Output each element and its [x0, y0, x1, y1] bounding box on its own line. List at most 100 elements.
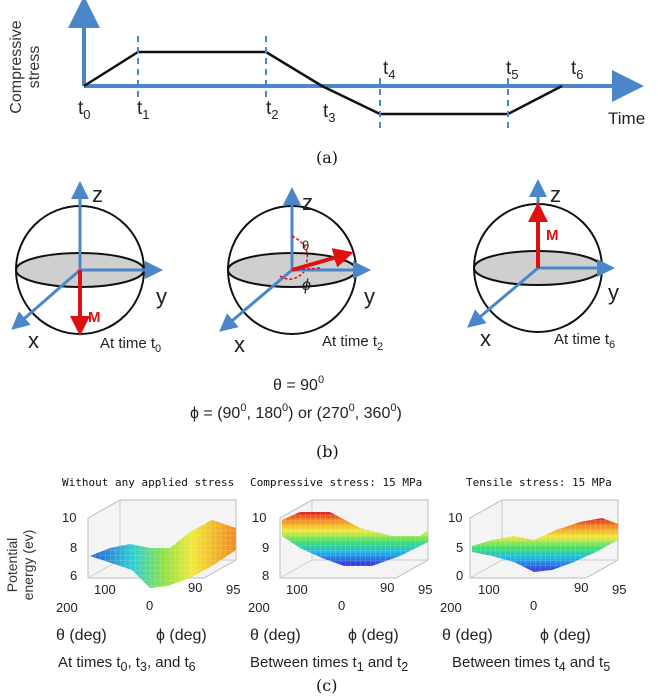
caption-c: (c) — [316, 676, 338, 695]
caption-sub: 1 — [356, 660, 364, 674]
plot-2-z-tick: 10 — [252, 510, 266, 525]
plot-2-title: Compressive stress: 15 MPa — [250, 476, 423, 489]
sphere-3-x-label: x — [480, 326, 491, 351]
plot-3-phi-tick: 95 — [612, 582, 626, 597]
plot-2-theta-tick: 0 — [338, 598, 345, 613]
sphere-2-phi-label: ϕ — [302, 277, 311, 294]
caption-text: Between times t — [452, 654, 559, 671]
caption-sub: 6 — [188, 660, 196, 674]
sphere-2-moment-arrow — [291, 248, 354, 272]
caption-sub: 2 — [401, 660, 409, 674]
sphere-2-y-label: y — [364, 284, 375, 309]
t3-label: t3 — [323, 101, 336, 125]
sphere-3-z-label: z — [550, 182, 561, 207]
t0-label: t0 — [78, 98, 91, 122]
plot-3-z-tick: 0 — [456, 568, 463, 583]
sphere-3-x-axis — [467, 266, 539, 328]
plot-2-z-tick: 9 — [262, 540, 269, 555]
plot-1-phi-tick: 95 — [226, 582, 240, 597]
theta-equation: θ = 900 — [273, 374, 324, 394]
plot-3-z-tick: 5 — [456, 540, 463, 555]
sphere-2-theta-arc — [291, 235, 309, 265]
sphere-2-x-axis — [219, 268, 293, 332]
plot-2-theta-tick: 200 — [248, 600, 270, 615]
plot-1-title: Without any applied stress — [62, 476, 235, 489]
plot-1-z-tick: 6 — [70, 568, 77, 583]
plot-1-theta-tick: 100 — [94, 582, 116, 597]
plot-1-time-caption: At times t0, t3, and t6 — [58, 654, 196, 674]
sphere-2-phi-arc — [279, 271, 305, 280]
sphere-1-x-label: x — [28, 328, 39, 353]
plot-2: 10 9 8 200 100 0 90 95 θ (deg) ϕ (deg) — [248, 499, 432, 644]
plot-1-surface-mesh — [90, 520, 236, 588]
plot-2-phi-label: ϕ (deg) — [348, 627, 399, 644]
sphere-1: z y x M At time t0 — [11, 181, 167, 355]
plot-3: 10 5 0 200 100 0 90 95 θ (deg) ϕ (deg) — [440, 499, 626, 644]
t2-label: t2 — [266, 98, 279, 122]
plot-1-z-tick: 8 — [70, 540, 77, 555]
plot-1-phi-label: ϕ (deg) — [156, 627, 207, 644]
t4-label: t4 — [383, 58, 396, 82]
sphere-1-y-label: y — [156, 284, 167, 309]
plot-2-theta-label: θ (deg) — [250, 627, 301, 644]
plot-1-z-tick: 10 — [62, 510, 76, 525]
caption-sub: 3 — [139, 660, 147, 674]
sphere-3-time-label: At time t6 — [554, 331, 615, 351]
plot-2-theta-tick: 100 — [286, 582, 308, 597]
plot-3-theta-tick: 0 — [530, 598, 537, 613]
t5-label: t5 — [506, 58, 519, 82]
caption-text: , t — [127, 654, 140, 671]
plot-3-theta-label: θ (deg) — [442, 627, 493, 644]
x-axis-label: Time — [608, 109, 645, 128]
caption-sub: 0 — [120, 660, 128, 674]
caption-text: Between times t — [250, 654, 357, 671]
plot-2-z-tick: 8 — [262, 568, 269, 583]
plot-3-z-tick: 10 — [448, 510, 462, 525]
plot-2-gridline — [279, 559, 313, 579]
plot-3-gridline — [469, 559, 503, 579]
plot-2-time-caption: Between times t1 and t2 — [250, 654, 408, 674]
sphere-2-theta-label: θ — [302, 238, 309, 253]
plot-1-phi-tick: 90 — [188, 580, 202, 595]
caption-text: and t — [363, 654, 402, 671]
plot-3-theta-tick: 100 — [478, 582, 500, 597]
plot-1-theta-label: θ (deg) — [56, 627, 107, 644]
sphere-1-m-label: M — [88, 309, 101, 326]
plot-3-time-caption: Between times t4 and t5 — [452, 654, 610, 674]
plot-2-phi-tick: 95 — [418, 582, 432, 597]
t6-label: t6 — [571, 58, 584, 82]
caption-sub: 4 — [558, 660, 566, 674]
sphere-1-x-axis — [11, 268, 81, 330]
plot-1-theta-tick: 0 — [146, 598, 153, 613]
caption-text: At times t — [58, 654, 121, 671]
sphere-2-m-label: M — [334, 249, 347, 266]
plot-3-phi-label: ϕ (deg) — [540, 627, 591, 644]
sphere-2-x-label: x — [234, 332, 245, 357]
plot-3-theta-tick: 200 — [440, 600, 462, 615]
plot-3-surface-mesh — [472, 518, 618, 572]
plot-2-phi-tick: 90 — [380, 580, 394, 595]
caption-a: (a) — [316, 148, 339, 167]
sphere-2-time-label: At time t2 — [322, 333, 383, 353]
sphere-3: z M y x At time t6 — [467, 179, 619, 351]
sphere-3-y-label: y — [608, 280, 619, 305]
t1-label: t1 — [137, 98, 150, 122]
caption-sub: 5 — [603, 660, 611, 674]
caption-b: (b) — [316, 442, 339, 461]
caption-text: and t — [565, 654, 604, 671]
sphere-2-z-label: z — [302, 190, 313, 215]
plot-2-surface-mesh — [282, 512, 428, 566]
plot-3-title: Tensile stress: 15 MPa — [466, 476, 612, 489]
sphere-2: z θ ϕ M y x At time t2 — [219, 187, 383, 357]
sphere-1-time-label: At time t0 — [100, 335, 161, 355]
phi-equation: ϕ = (900, 1800) or (2700, 3600) — [190, 402, 402, 422]
caption-text: , and t — [146, 654, 189, 671]
plot-3-phi-tick: 90 — [574, 580, 588, 595]
sphere-1-z-label: z — [92, 182, 103, 207]
sphere-3-m-label: M — [546, 227, 559, 244]
plot-1: 10 8 6 200 100 0 90 95 θ (deg) ϕ (deg) — [56, 499, 240, 644]
plot-1-theta-tick: 200 — [56, 600, 78, 615]
